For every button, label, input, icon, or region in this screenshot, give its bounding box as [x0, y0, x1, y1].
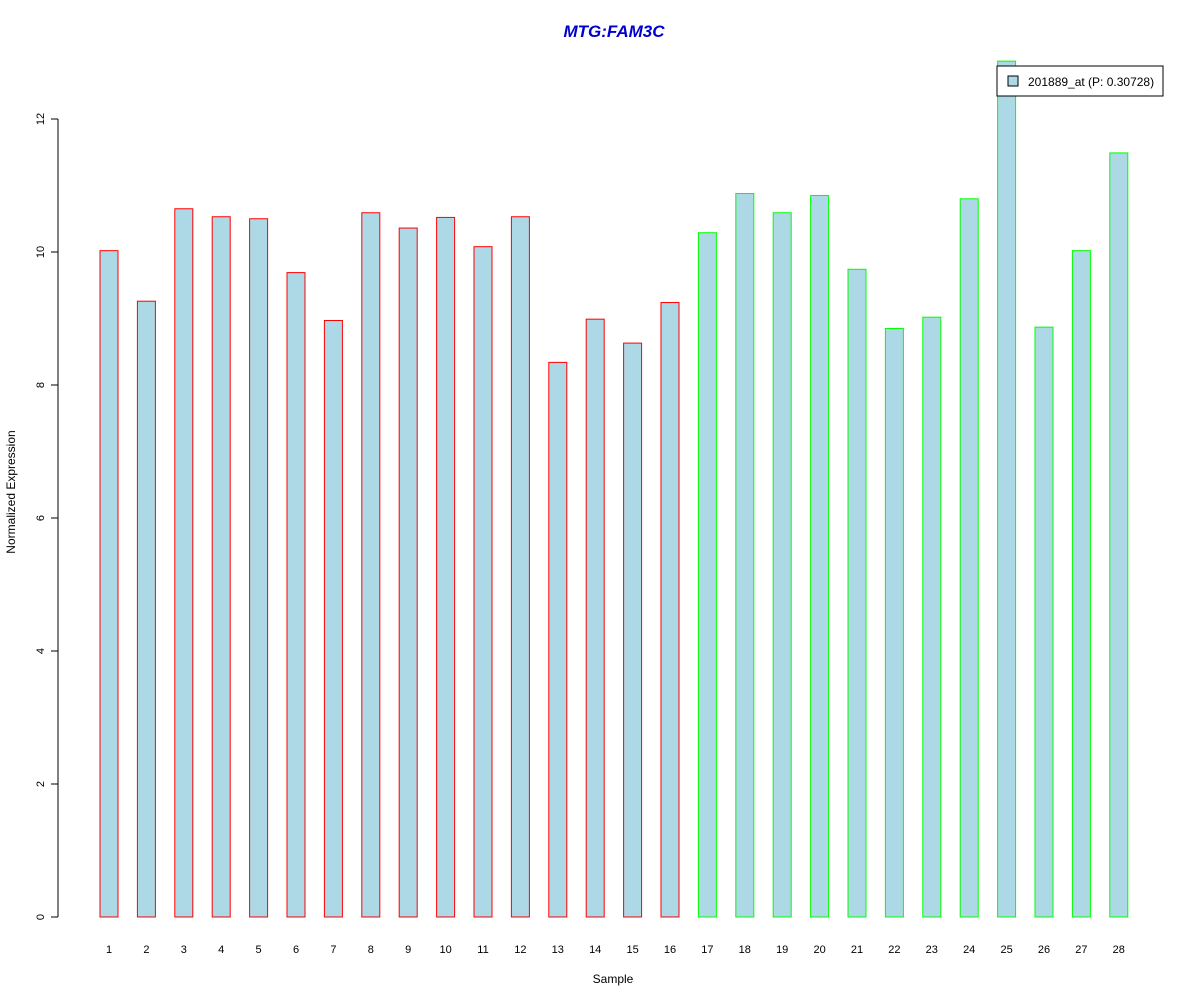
y-tick-label: 12 — [35, 113, 47, 125]
bar-sample-2 — [136, 300, 156, 918]
x-tick-label: 16 — [664, 944, 676, 956]
x-tick-label: 1 — [106, 944, 112, 956]
bar-sample-5 — [249, 218, 269, 918]
x-tick-label: 7 — [330, 944, 336, 956]
x-tick-label: 3 — [181, 944, 187, 956]
y-axis-label: Normalized Expression — [4, 430, 18, 553]
bar-sample-1 — [99, 250, 119, 918]
legend-box — [996, 65, 1164, 97]
bar-sample-12 — [510, 216, 530, 918]
y-axis: 0 2 4 6 8 10 12 — [35, 113, 59, 920]
bar-sample-24 — [959, 198, 979, 918]
x-tick-label: 17 — [701, 944, 713, 956]
x-tick-label: 28 — [1113, 944, 1125, 956]
bar-sample-15 — [623, 342, 643, 918]
x-tick-label: 14 — [589, 944, 601, 956]
x-tick-label: 6 — [293, 944, 299, 956]
y-tick-label: 8 — [35, 382, 47, 388]
y-tick-label: 6 — [35, 515, 47, 521]
bar-sample-25 — [997, 60, 1017, 918]
bar-sample-18 — [735, 192, 755, 918]
x-tick-label: 12 — [514, 944, 526, 956]
x-tick-label: 25 — [1000, 944, 1012, 956]
bar-sample-13 — [548, 361, 568, 918]
x-tick-label: 20 — [813, 944, 825, 956]
bar-sample-4 — [211, 216, 231, 918]
y-tick-label: 10 — [35, 246, 47, 258]
x-tick-label: 26 — [1038, 944, 1050, 956]
bar-sample-10 — [436, 216, 456, 918]
x-tick-label: 18 — [739, 944, 751, 956]
bar-sample-21 — [847, 268, 867, 918]
legend: 201889_at (P: 0.30728) — [996, 65, 1164, 97]
x-tick-label: 2 — [143, 944, 149, 956]
bar-sample-17 — [697, 232, 717, 918]
bar-sample-26 — [1034, 326, 1054, 918]
bar-sample-14 — [585, 318, 605, 918]
bars-group — [99, 60, 1129, 918]
bar-sample-6 — [286, 272, 306, 918]
x-tick-label: 21 — [851, 944, 863, 956]
bar-sample-28 — [1109, 152, 1129, 918]
y-tick-label: 2 — [35, 781, 47, 787]
x-tick-label: 19 — [776, 944, 788, 956]
bar-sample-7 — [323, 319, 343, 918]
x-tick-label: 4 — [218, 944, 224, 956]
legend-entry-label: 201889_at (P: 0.30728) — [1028, 75, 1154, 89]
x-tick-label: 24 — [963, 944, 975, 956]
bar-sample-11 — [473, 246, 493, 918]
x-tick-label: 8 — [368, 944, 374, 956]
x-tick-label: 10 — [439, 944, 451, 956]
x-tick-label: 27 — [1075, 944, 1087, 956]
bar-sample-8 — [361, 212, 381, 918]
y-tick-label: 4 — [35, 648, 47, 654]
bar-sample-16 — [660, 302, 680, 918]
bar-sample-22 — [884, 327, 904, 918]
bar-sample-3 — [174, 208, 194, 918]
x-tick-label: 5 — [256, 944, 262, 956]
y-tick-label: 0 — [35, 914, 47, 920]
chart-title: MTG:FAM3C — [563, 22, 665, 41]
x-tick-label: 22 — [888, 944, 900, 956]
bar-sample-20 — [810, 194, 830, 918]
legend-swatch — [1007, 75, 1019, 87]
x-tick-label: 13 — [552, 944, 564, 956]
x-axis-label: Sample — [593, 972, 634, 986]
x-tick-label: 9 — [405, 944, 411, 956]
x-tick-label: 23 — [926, 944, 938, 956]
bar-sample-23 — [922, 316, 942, 918]
x-tick-label: 15 — [626, 944, 638, 956]
bar-sample-27 — [1071, 250, 1091, 918]
bar-sample-9 — [398, 227, 418, 918]
x-tick-label: 11 — [477, 944, 488, 956]
x-tick-labels: 1 2 3 4 5 6 7 8 9 10 11 12 13 14 15 16 17 18 19 20 21 22 23 24 2… — [106, 944, 1125, 956]
bar-sample-19 — [772, 212, 792, 918]
